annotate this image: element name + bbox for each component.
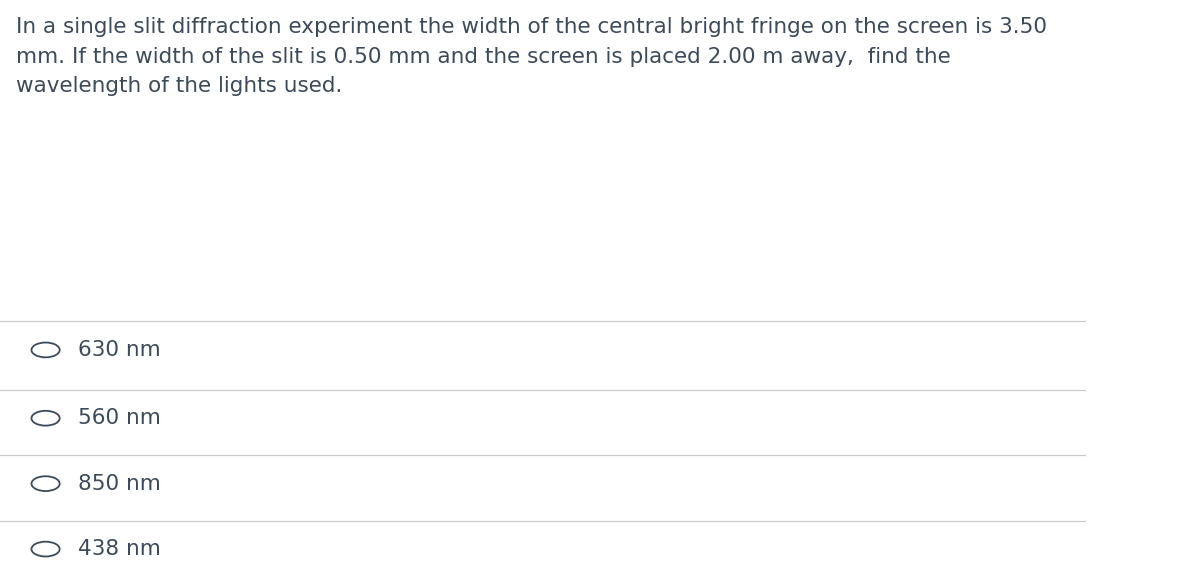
Text: 850 nm: 850 nm bbox=[78, 473, 161, 494]
Text: 560 nm: 560 nm bbox=[78, 408, 161, 428]
Text: 438 nm: 438 nm bbox=[78, 539, 161, 559]
Text: In a single slit diffraction experiment the width of the central bright fringe o: In a single slit diffraction experiment … bbox=[17, 17, 1048, 96]
Text: 630 nm: 630 nm bbox=[78, 340, 161, 360]
